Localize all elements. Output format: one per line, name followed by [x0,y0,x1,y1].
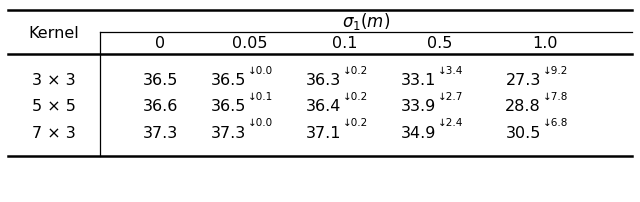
Text: 37.1: 37.1 [305,125,341,140]
Text: ↓3.4: ↓3.4 [438,66,463,76]
Text: 36.6: 36.6 [142,99,178,114]
Text: 7 × 3: 7 × 3 [32,125,76,140]
Text: ↓0.0: ↓0.0 [248,117,273,127]
Text: 36.4: 36.4 [306,99,341,114]
Text: 36.5: 36.5 [142,73,178,88]
Text: 28.8: 28.8 [505,99,541,114]
Text: 36.5: 36.5 [211,73,246,88]
Text: ↓2.4: ↓2.4 [438,117,463,127]
Text: 3 × 3: 3 × 3 [32,73,76,88]
Text: 30.5: 30.5 [506,125,541,140]
Text: 0.05: 0.05 [232,36,268,51]
Text: 33.1: 33.1 [401,73,436,88]
Text: 37.3: 37.3 [142,125,178,140]
Text: 1.0: 1.0 [532,36,557,51]
Text: $\sigma_1(m)$: $\sigma_1(m)$ [342,12,390,32]
Text: 37.3: 37.3 [211,125,246,140]
Text: 36.3: 36.3 [306,73,341,88]
Text: 0.1: 0.1 [332,36,358,51]
Text: Kernel: Kernel [29,25,79,40]
Text: ↓6.8: ↓6.8 [543,117,568,127]
Text: ↓0.2: ↓0.2 [343,92,368,101]
Text: ↓2.7: ↓2.7 [438,92,463,101]
Text: ↓0.1: ↓0.1 [248,92,273,101]
Text: 33.9: 33.9 [401,99,436,114]
Text: 27.3: 27.3 [506,73,541,88]
Text: 0.5: 0.5 [428,36,452,51]
Text: 5 × 5: 5 × 5 [32,99,76,114]
Text: 34.9: 34.9 [401,125,436,140]
Text: 0: 0 [155,36,165,51]
Text: ↓0.2: ↓0.2 [343,66,368,76]
Text: ↓0.2: ↓0.2 [343,117,368,127]
Text: 36.5: 36.5 [211,99,246,114]
Text: ↓0.0: ↓0.0 [248,66,273,76]
Text: ↓7.8: ↓7.8 [543,92,568,101]
Text: ↓9.2: ↓9.2 [543,66,568,76]
